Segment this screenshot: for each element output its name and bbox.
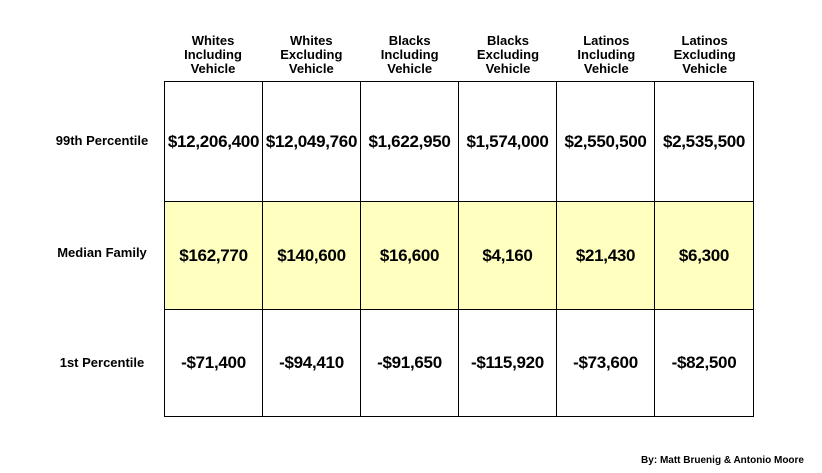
column-header-line: Including	[380, 47, 439, 62]
table-cell: $2,550,500	[557, 82, 655, 202]
credit-line: By: Matt Bruenig & Antonio Moore	[641, 455, 804, 466]
column-header-line: Vehicle	[190, 61, 236, 76]
wealth-table-grid: $12,206,400 $12,049,760 $1,622,950 $1,574,0…	[164, 81, 754, 417]
row-header-2: Median Family	[57, 245, 147, 260]
column-header-line: Vehicle	[682, 61, 728, 76]
column-header-line: Blacks	[388, 33, 431, 48]
table-cell: -$115,920	[459, 310, 557, 416]
column-header-3: Blacks Including Vehicle	[361, 32, 459, 78]
column-header-line: Including	[577, 47, 636, 62]
table-cell: $21,430	[557, 202, 655, 310]
table-cell: $12,049,760	[263, 82, 361, 202]
row-header-1: 99th Percentile	[55, 133, 149, 148]
column-header-4: Blacks Excluding Vehicle	[459, 32, 557, 78]
table-cell: $1,574,000	[459, 82, 557, 202]
table-cell: $2,535,500	[655, 82, 753, 202]
table-cell: $4,160	[459, 202, 557, 310]
table-cell: $16,600	[361, 202, 459, 310]
table-cell: -$71,400	[165, 310, 263, 416]
table-cell: -$94,410	[263, 310, 361, 416]
row-header-3: 1st Percentile	[59, 355, 145, 370]
table-cell: -$91,650	[361, 310, 459, 416]
table-cell: -$73,600	[557, 310, 655, 416]
table-cell: $1,622,950	[361, 82, 459, 202]
column-header-5: Latinos Including Vehicle	[557, 32, 655, 78]
column-header-line: Vehicle	[485, 61, 531, 76]
column-header-line: Latinos	[681, 33, 728, 48]
column-header-6: Latinos Excluding Vehicle	[656, 32, 754, 78]
column-header-1: Whites Including Vehicle	[164, 32, 262, 78]
table-cell: $6,300	[655, 202, 753, 310]
column-header-line: Latinos	[583, 33, 630, 48]
column-header-line: Whites	[290, 33, 333, 48]
column-header-line: Whites	[191, 33, 235, 48]
column-header-line: Blacks	[487, 33, 529, 48]
table-cell: $140,600	[263, 202, 361, 310]
table-cell: $12,206,400	[165, 82, 263, 202]
column-header-line: Excluding	[673, 47, 736, 62]
column-header-2: Whites Excluding Vehicle	[262, 32, 360, 78]
column-header-line: Vehicle	[583, 61, 629, 76]
column-header-line: Including	[184, 47, 242, 62]
table-cell: $162,770	[165, 202, 263, 310]
column-header-line: Vehicle	[387, 61, 433, 76]
column-header-line: Excluding	[476, 47, 540, 62]
column-header-line: Vehicle	[288, 61, 334, 76]
table-cell: -$82,500	[671, 353, 737, 372]
column-header-line: Excluding	[280, 47, 343, 62]
